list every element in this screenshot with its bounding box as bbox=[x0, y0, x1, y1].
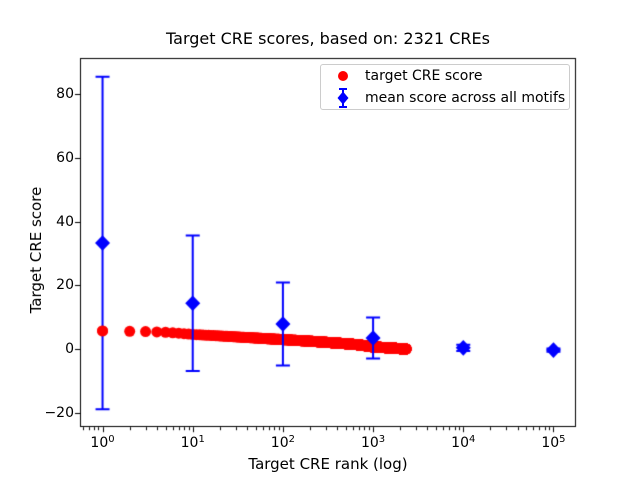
y-tick-label: 80 bbox=[56, 86, 74, 103]
y-tick-label: 0 bbox=[65, 341, 74, 358]
x-tick-label: 100 bbox=[90, 434, 115, 451]
chart-title: Target CRE scores, based on: 2321 CREs bbox=[166, 29, 490, 48]
legend-entry-mean: mean score across all motifs bbox=[321, 87, 569, 108]
y-axis-label-text: Target CRE score bbox=[27, 186, 45, 314]
legend: target CRE score mean score across all m… bbox=[320, 64, 570, 110]
legend-label-mean: mean score across all motifs bbox=[365, 89, 566, 106]
red-circle-marker-icon bbox=[321, 66, 365, 86]
x-tick-label: 104 bbox=[451, 434, 476, 451]
x-tick-label: 101 bbox=[180, 434, 205, 451]
x-tick-label: 103 bbox=[360, 434, 386, 451]
y-tick-label: 60 bbox=[56, 149, 74, 166]
y-tick-label: −20 bbox=[44, 404, 74, 421]
x-tick-label: 105 bbox=[541, 434, 566, 451]
y-tick-label: 20 bbox=[56, 277, 74, 294]
legend-entry-target: target CRE score bbox=[321, 66, 569, 87]
blue-diamond-errorbar-marker-icon bbox=[321, 87, 365, 109]
x-axis-label: Target CRE rank (log) bbox=[248, 455, 408, 473]
legend-label-target: target CRE score bbox=[365, 68, 483, 85]
x-tick-label: 102 bbox=[270, 434, 295, 451]
y-tick-label: 40 bbox=[56, 213, 74, 230]
